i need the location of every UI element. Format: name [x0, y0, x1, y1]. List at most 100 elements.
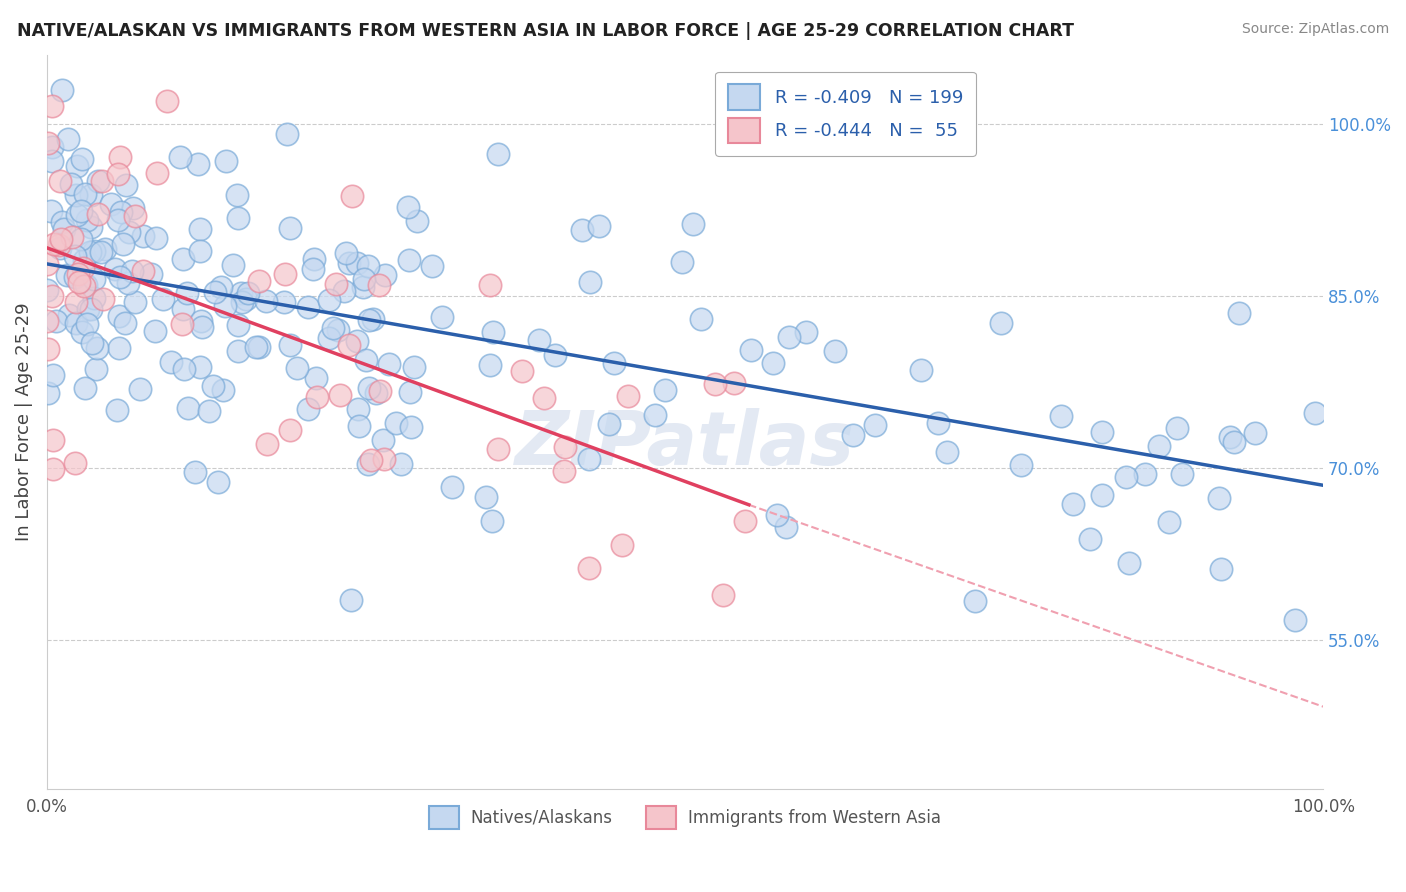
Point [274, 268, 297, 282]
Point [329, 387, 352, 401]
Point [108, 342, 131, 356]
Point [440, 480, 463, 494]
Point [347, 418, 370, 433]
Point [90, 244, 112, 259]
Point [132, 228, 155, 243]
Point [204, 285, 226, 299]
Point [740, 343, 762, 358]
Point [302, 252, 325, 266]
Point [1078, 533, 1101, 547]
Point [139, 267, 162, 281]
Point [75, 381, 97, 395]
Point [215, 153, 238, 168]
Point [146, 166, 169, 180]
Point [775, 520, 797, 534]
Point [76, 317, 98, 331]
Point [352, 280, 374, 294]
Point [65, 208, 87, 222]
Point [357, 259, 380, 273]
Point [682, 217, 704, 231]
Point [318, 331, 340, 345]
Point [357, 313, 380, 327]
Point [963, 593, 986, 607]
Point [60, 229, 83, 244]
Point [578, 561, 600, 575]
Point [398, 252, 420, 267]
Point [671, 255, 693, 269]
Point [254, 293, 277, 308]
Point [285, 360, 308, 375]
Point [226, 318, 249, 333]
Point [486, 442, 509, 456]
Point [402, 360, 425, 375]
Point [378, 357, 401, 371]
Point [1115, 470, 1137, 484]
Point [72, 260, 94, 275]
Point [35, 314, 58, 328]
Point [188, 359, 211, 374]
Point [198, 404, 221, 418]
Point [107, 167, 129, 181]
Point [703, 377, 725, 392]
Point [73, 252, 96, 267]
Point [370, 384, 392, 398]
Point [247, 340, 270, 354]
Point [554, 440, 576, 454]
Point [247, 275, 270, 289]
Point [51, 82, 73, 96]
Point [114, 316, 136, 330]
Point [373, 452, 395, 467]
Point [80, 188, 103, 202]
Point [512, 364, 534, 378]
Point [231, 295, 253, 310]
Point [1284, 613, 1306, 627]
Point [52, 222, 75, 236]
Point [110, 150, 132, 164]
Point [305, 370, 328, 384]
Point [794, 325, 817, 339]
Point [256, 437, 278, 451]
Point [1166, 421, 1188, 435]
Point [83, 244, 105, 259]
Point [396, 200, 419, 214]
Point [108, 309, 131, 323]
Point [143, 324, 166, 338]
Point [176, 285, 198, 300]
Point [75, 187, 97, 202]
Point [114, 178, 136, 192]
Point [347, 402, 370, 417]
Point [63, 456, 86, 470]
Point [37, 256, 59, 270]
Point [37, 385, 59, 400]
Point [48, 238, 70, 252]
Point [278, 424, 301, 438]
Point [41, 154, 63, 169]
Point [190, 314, 212, 328]
Point [1227, 306, 1250, 320]
Point [72, 152, 94, 166]
Point [184, 465, 207, 479]
Point [188, 222, 211, 236]
Point [87, 207, 110, 221]
Point [107, 403, 129, 417]
Point [129, 382, 152, 396]
Point [302, 262, 325, 277]
Point [188, 244, 211, 258]
Point [118, 225, 141, 239]
Point [1219, 430, 1241, 444]
Point [420, 259, 443, 273]
Point [70, 325, 93, 339]
Point [1223, 435, 1246, 450]
Point [91, 292, 114, 306]
Point [1303, 406, 1326, 420]
Text: Source: ZipAtlas.com: Source: ZipAtlas.com [1241, 22, 1389, 37]
Point [56, 268, 79, 282]
Point [1091, 487, 1114, 501]
Point [617, 389, 640, 403]
Point [236, 285, 259, 300]
Point [361, 312, 384, 326]
Point [63, 249, 86, 263]
Point [339, 592, 361, 607]
Point [35, 283, 58, 297]
Point [711, 588, 734, 602]
